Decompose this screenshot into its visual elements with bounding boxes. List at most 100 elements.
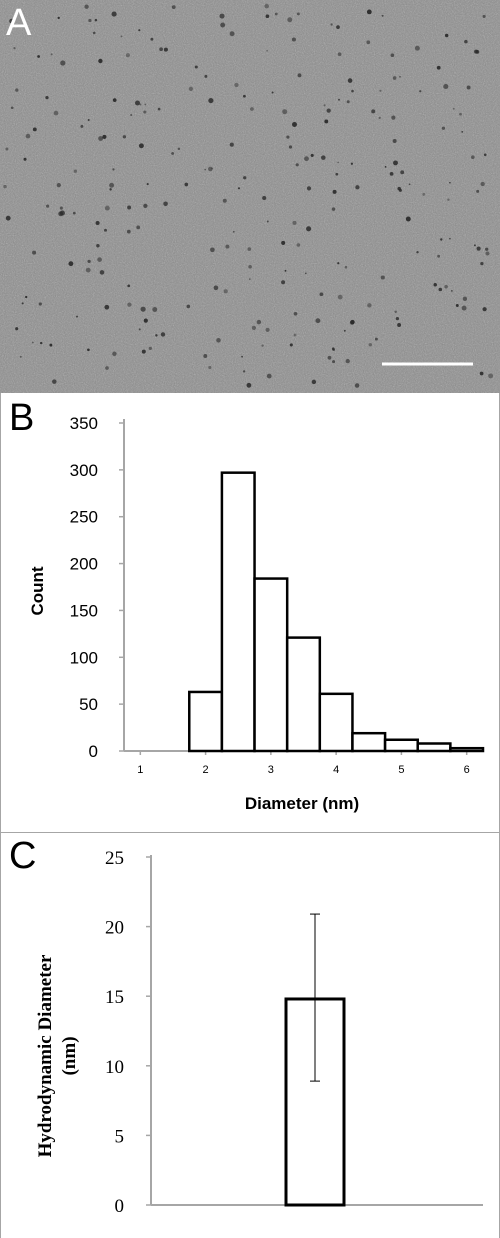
dls-y-tick-label: 15	[105, 987, 124, 1008]
particle-dot	[120, 35, 123, 38]
histogram-chart: 0 50 100 150 200 250 300 350 1 2 3 4 5 6 Diameter (n…	[28, 414, 485, 813]
particle-dot	[213, 285, 219, 291]
particle-dot	[150, 37, 154, 41]
particle-dot	[389, 172, 394, 176]
particle-dot	[296, 12, 300, 16]
dls-y-tick-label: 0	[115, 1196, 125, 1217]
particle-dot	[476, 246, 481, 251]
particle-dot	[256, 319, 262, 325]
histogram-x-tick-label: 4	[333, 764, 339, 776]
particle-dot	[87, 259, 91, 264]
particle-dot	[443, 83, 449, 90]
particle-dot	[38, 302, 42, 306]
particle-dot	[351, 89, 354, 93]
micrograph-grain	[0, 0, 500, 393]
particle-dot	[76, 315, 78, 318]
particle-dot	[350, 162, 354, 165]
particle-dot	[208, 98, 214, 104]
particle-dot	[109, 182, 115, 188]
particle-dot	[177, 147, 181, 151]
particle-dot	[395, 316, 400, 321]
particle-dot	[483, 153, 487, 157]
particle-dot	[344, 265, 348, 269]
particle-dot	[59, 206, 63, 210]
particle-dot	[135, 100, 140, 106]
dls-y-label: Hydrodynamic Diameter (nm)	[35, 954, 80, 1157]
particle-dot	[480, 181, 485, 187]
particle-dot	[102, 134, 107, 139]
particle-dot	[471, 155, 475, 159]
particle-dot	[297, 73, 302, 78]
particle-dot	[337, 294, 343, 300]
histogram-bar	[383, 738, 419, 753]
particle-dot	[444, 33, 449, 38]
particle-dot	[138, 29, 141, 32]
particle-dot	[87, 348, 90, 352]
histogram-x-tick-label: 2	[203, 764, 209, 776]
particle-dot	[234, 82, 239, 88]
particle-dot	[436, 65, 441, 70]
particle-dot	[243, 94, 246, 98]
particle-dot	[291, 37, 296, 42]
particle-dot	[138, 143, 144, 149]
particle-dot	[288, 145, 293, 149]
particle-dot	[392, 139, 397, 143]
particle-dot	[146, 183, 149, 186]
dls-y-tick-label: 5	[115, 1126, 125, 1147]
panel-a-label: A	[6, 2, 32, 44]
particle-dot	[266, 220, 269, 223]
particle-dot	[459, 112, 462, 116]
particle-dot	[242, 370, 246, 373]
particle-dot	[304, 156, 309, 162]
particle-dot	[464, 39, 468, 44]
histogram-bar	[449, 746, 485, 753]
particle-dot	[414, 45, 420, 51]
particle-dot	[104, 304, 110, 310]
particle-dot	[326, 108, 331, 113]
particle-dot	[485, 251, 490, 256]
particle-dot	[23, 157, 27, 161]
particle-dot	[461, 305, 467, 311]
particle-dot	[391, 115, 396, 120]
particle-dot	[368, 343, 373, 347]
particle-dot	[337, 161, 339, 164]
particle-dot	[398, 188, 402, 192]
histogram-bar	[416, 742, 452, 753]
particle-dot	[473, 244, 476, 247]
particle-dot	[367, 303, 372, 308]
dls-y-tick-label: 10	[105, 1057, 124, 1078]
particle-dot	[281, 240, 286, 245]
particle-dot	[332, 189, 337, 194]
particle-dot	[204, 74, 208, 78]
particle-dot	[380, 275, 385, 280]
particle-dot	[315, 318, 321, 324]
particle-dot	[265, 327, 270, 332]
histogram-y-tick-label: 350	[70, 414, 98, 433]
particle-dot	[19, 355, 22, 358]
particle-dot	[96, 243, 100, 248]
particle-dot	[127, 284, 131, 288]
particle-dot	[379, 89, 382, 92]
histogram-bar	[253, 577, 289, 753]
particle-dot	[98, 58, 103, 64]
particle-dot	[141, 349, 146, 354]
particle-dot	[337, 52, 342, 57]
particle-dot	[37, 55, 40, 58]
particle-dot	[324, 119, 329, 124]
particle-dot	[416, 250, 419, 254]
particle-dot	[408, 183, 411, 186]
particle-dot	[136, 225, 141, 230]
histogram-x-tick-label: 6	[464, 764, 470, 776]
particle-dot	[229, 142, 234, 147]
particle-dot	[248, 278, 251, 280]
particle-dot	[440, 238, 443, 241]
histogram-bar	[220, 471, 256, 753]
particle-dot	[25, 133, 31, 139]
particle-dot	[5, 215, 11, 221]
particle-dot	[220, 22, 226, 28]
particle-dot	[262, 195, 267, 201]
histogram-bar	[285, 636, 322, 753]
particle-dot	[462, 296, 468, 302]
dls-y-tick-label: 20	[105, 918, 124, 939]
particle-dot	[211, 167, 214, 170]
